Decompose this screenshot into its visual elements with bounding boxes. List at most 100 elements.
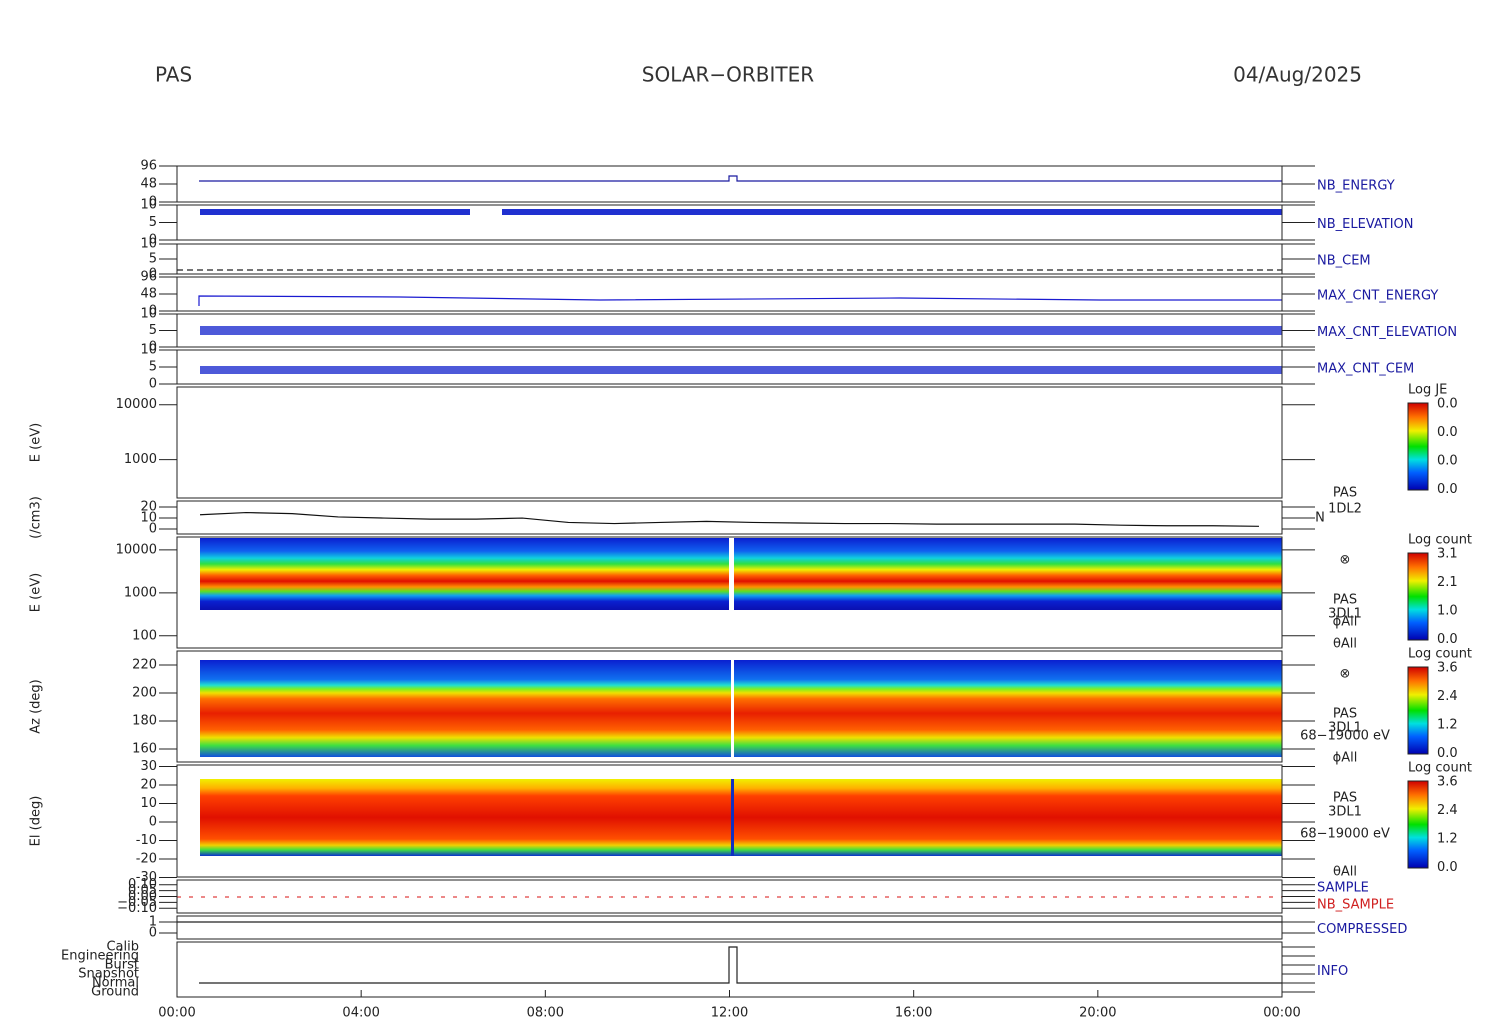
side-label: θAll (1333, 865, 1357, 880)
side-label: 1DL2 (1328, 502, 1362, 517)
x-tick-label: 00:00 (158, 1006, 195, 1020)
y-axis-label: E (eV) (29, 423, 44, 462)
y-tick-label: -10 (136, 833, 157, 848)
y-tick-label: 100 (132, 628, 157, 643)
x-tick-label: 12:00 (711, 1006, 748, 1020)
y-axis-label: El (deg) (29, 796, 44, 847)
colorbar-label: 0.0 (1437, 632, 1458, 647)
side-label: 68−19000 eV (1300, 729, 1390, 744)
side-label: 68−19000 eV (1300, 827, 1390, 842)
y-tick-label: 96 (140, 159, 157, 174)
spectrogram-azimuth (200, 660, 1282, 757)
panel-label: NB_ENERGY (1317, 179, 1395, 194)
panel-label: INFO (1317, 964, 1348, 979)
side-label: ϕAll (1333, 615, 1358, 630)
x-tick-label: 04:00 (342, 1006, 379, 1020)
y-tick-label: −0.10 (117, 901, 157, 916)
y-tick-label: 1000 (124, 452, 157, 467)
y-tick-label: 0 (149, 815, 157, 830)
spectrogram-energy (200, 538, 1282, 610)
x-tick-label: 16:00 (895, 1006, 932, 1020)
side-label: 3DL1 (1328, 805, 1362, 820)
panel-frame (176, 764, 1283, 878)
panel-label: SAMPLE (1317, 881, 1369, 896)
colorbar-label: 2.4 (1437, 689, 1458, 704)
y-tick-label: −0.05 (117, 895, 157, 910)
y-axis-label: E (eV) (29, 573, 44, 612)
side-label: 3DL1 (1328, 607, 1362, 622)
colorbar-label: 0.0 (1437, 860, 1458, 875)
x-tick-label: 08:00 (527, 1006, 564, 1020)
panel-label: MAX_CNT_ELEVATION (1317, 325, 1457, 340)
y-tick-label: 0 (149, 267, 157, 282)
y-tick-label: 96 (140, 270, 157, 285)
panel-frame (176, 915, 1283, 940)
y-tick-label: 10 (140, 237, 157, 252)
y-tick-label: 10 (140, 198, 157, 213)
colorbar-label: 0.0 (1437, 425, 1458, 440)
side-label: ⊗ (1340, 553, 1351, 568)
data-gap (731, 779, 734, 856)
colorbar (1407, 552, 1429, 641)
panel-frame (176, 276, 1283, 312)
colorbar-label: 0.0 (1437, 454, 1458, 469)
colorbar-label: 2.4 (1437, 803, 1458, 818)
colorbar-label: 0.0 (1437, 482, 1458, 497)
colorbar (1407, 666, 1429, 755)
y-tick-label: 10 (140, 511, 157, 526)
panel-label: MAX_CNT_CEM (1317, 362, 1414, 377)
y-axis-label: (/cm3) (29, 496, 44, 539)
colorbar-title: Log count (1408, 647, 1472, 662)
side-label: θAll (1333, 637, 1357, 652)
colorbar-label: 1.0 (1437, 604, 1458, 619)
trace (200, 366, 1282, 374)
y-tick-label: 200 (132, 685, 157, 700)
panel-label: NB_CEM (1317, 254, 1371, 269)
y-tick-label: 0.05 (128, 883, 157, 898)
side-label: PAS (1333, 593, 1357, 608)
side-label: 3DL1 (1328, 721, 1362, 736)
data-gap (729, 538, 734, 636)
y-tick-label: 0 (149, 233, 157, 248)
y-tick-label: 0 (149, 304, 157, 319)
y-tick-label: 5 (149, 252, 157, 267)
colorbar-label: 1.2 (1437, 832, 1458, 847)
trace (200, 209, 470, 215)
colorbar-title: Log count (1408, 533, 1472, 548)
y-tick-label: 48 (140, 287, 157, 302)
trace (198, 295, 1282, 306)
y-tick-label: 160 (132, 741, 157, 756)
colorbar (1407, 780, 1429, 869)
colorbar-title: Log count (1408, 761, 1472, 776)
y-tick-label: 5 (149, 215, 157, 230)
y-tick-label: 5 (149, 360, 157, 375)
y-tick-label: 30 (140, 759, 157, 774)
y-tick-label: 20 (140, 500, 157, 515)
y-axis-label: Az (deg) (29, 679, 44, 734)
y-tick-label: 220 (132, 657, 157, 672)
y-tick-label: 0 (149, 522, 157, 537)
trace (199, 175, 1282, 182)
y-tick-label: -20 (136, 852, 157, 867)
colorbar-label: 1.2 (1437, 718, 1458, 733)
panel-frame (176, 500, 1283, 535)
x-tick-label: 00:00 (1263, 1006, 1300, 1020)
y-tick-label: Normal (92, 976, 139, 991)
panel-label: NB_ELEVATION (1317, 217, 1414, 232)
colorbar-title: Log JE (1408, 383, 1447, 398)
y-tick-label: 180 (132, 713, 157, 728)
spectrogram-elevation (200, 779, 1282, 856)
y-tick-label: 1 (149, 915, 157, 930)
x-tick-label: 20:00 (1079, 1006, 1116, 1020)
header-left: PAS (155, 63, 192, 87)
y-tick-label: 48 (140, 177, 157, 192)
header-center: SOLAR−ORBITER (642, 63, 814, 87)
y-tick-label: 0.10 (128, 877, 157, 892)
y-tick-label: Calib (106, 940, 139, 955)
y-tick-label: 0.00 (128, 889, 157, 904)
y-tick-label: 0 (149, 195, 157, 210)
y-tick-label: 0 (149, 377, 157, 392)
panel-label: NB_SAMPLE (1317, 898, 1394, 913)
y-tick-label: 10 (140, 343, 157, 358)
